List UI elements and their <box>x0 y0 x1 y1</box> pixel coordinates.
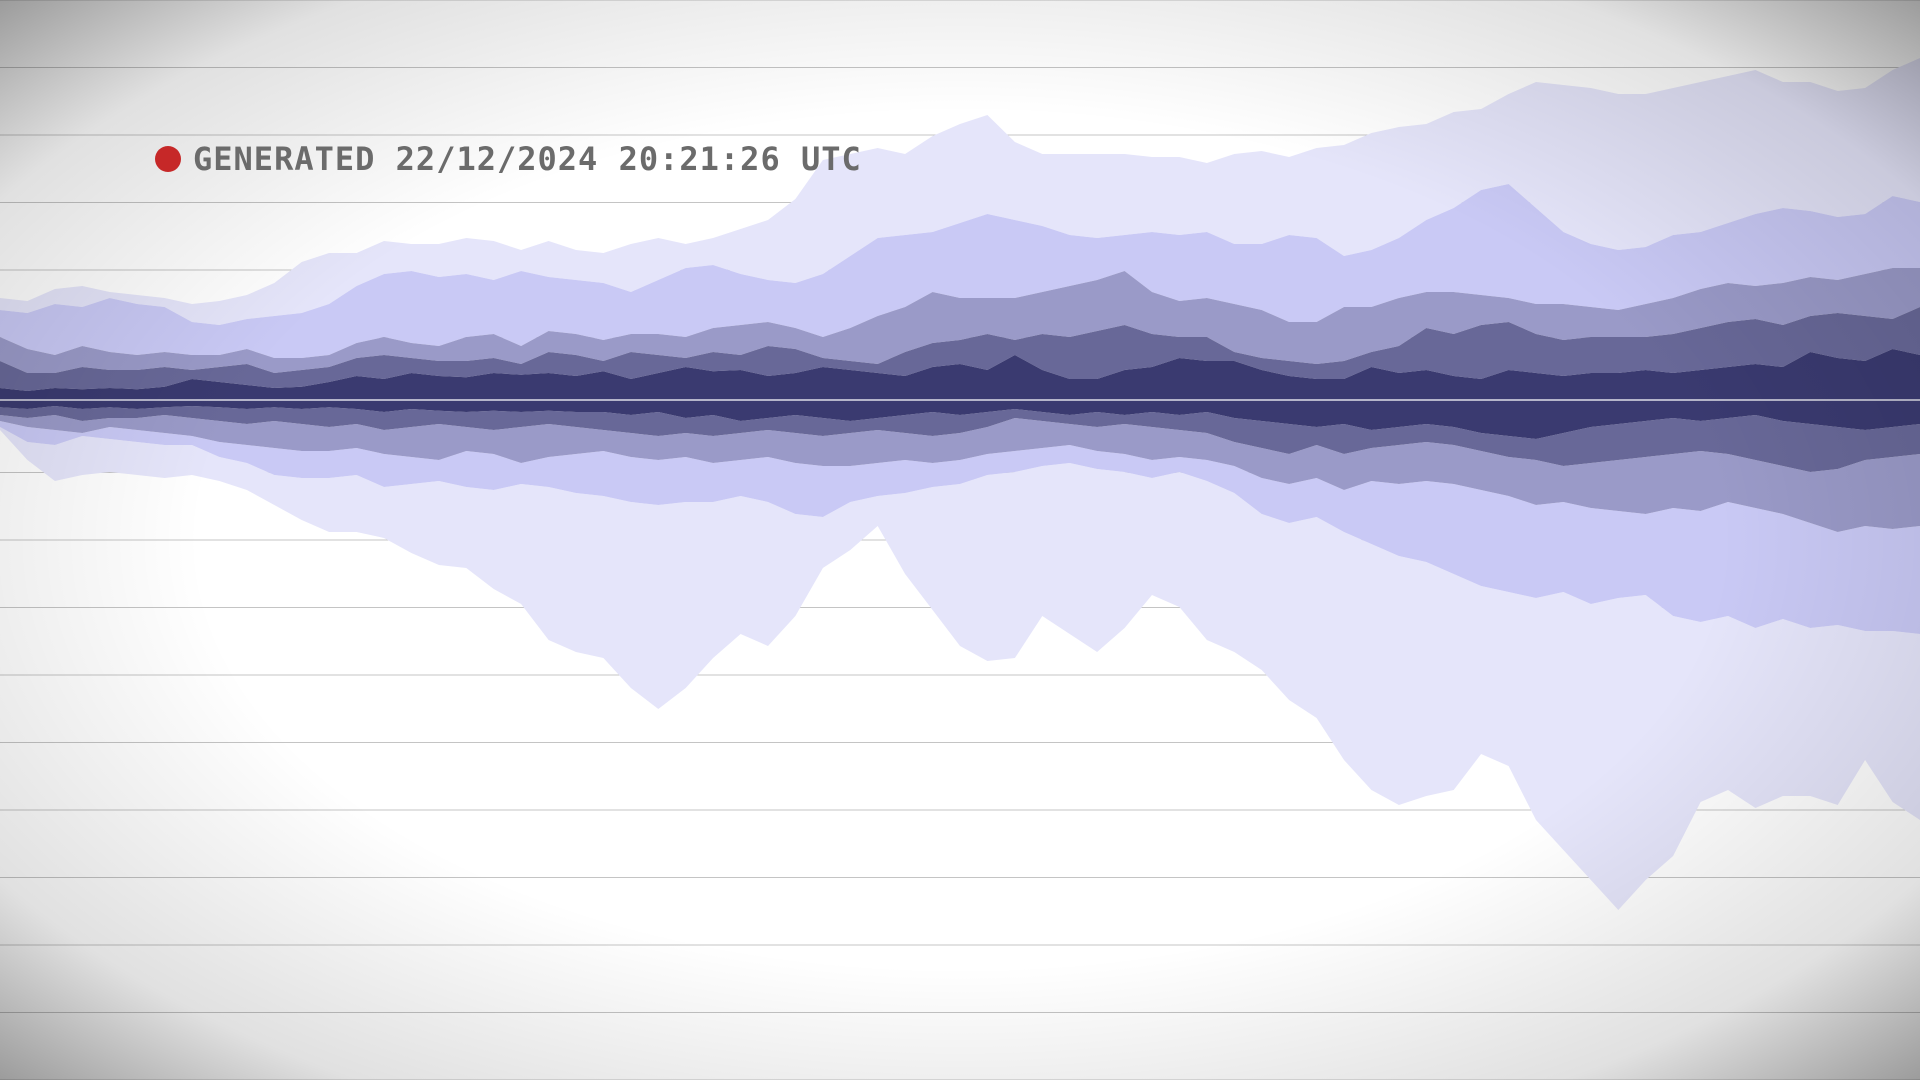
generated-timestamp: GENERATED 22/12/2024 20:21:26 UTC <box>193 140 862 178</box>
status-label: GENERATED 22/12/2024 20:21:26 UTC <box>155 140 862 178</box>
status-dot-icon <box>155 146 181 172</box>
